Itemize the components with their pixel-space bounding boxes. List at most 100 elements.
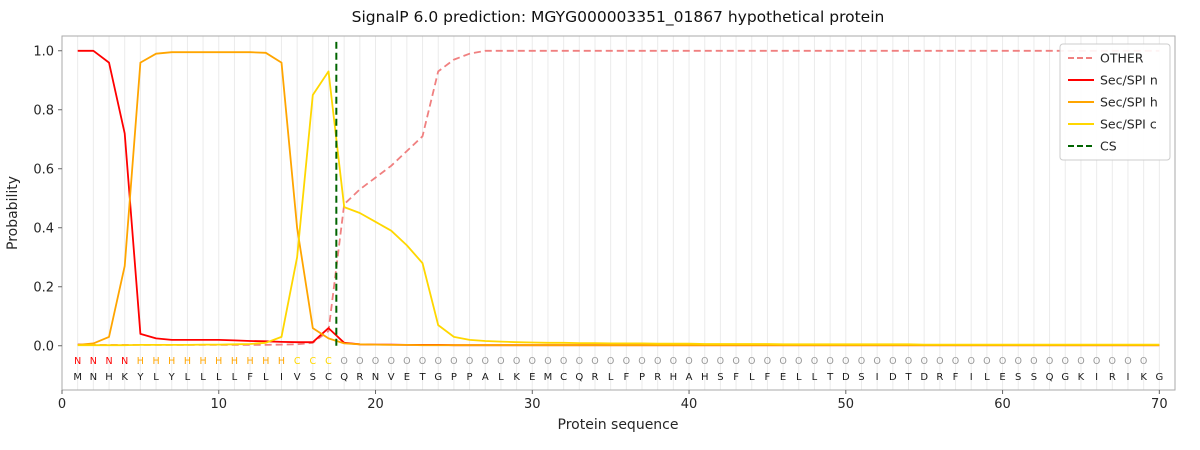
svg-text:O: O	[591, 356, 598, 367]
svg-text:O: O	[560, 356, 567, 367]
legend-entry: Sec/SPI n	[1068, 73, 1158, 88]
svg-text:L: L	[153, 372, 159, 383]
svg-text:S: S	[858, 372, 864, 383]
svg-text:OTHER: OTHER	[1100, 51, 1144, 66]
svg-text:H: H	[152, 356, 159, 367]
svg-text:H: H	[262, 356, 269, 367]
svg-text:O: O	[356, 356, 363, 367]
svg-text:50: 50	[838, 397, 855, 412]
svg-text:L: L	[200, 372, 206, 383]
svg-text:O: O	[732, 356, 739, 367]
svg-text:L: L	[498, 372, 504, 383]
svg-text:O: O	[670, 356, 677, 367]
svg-text:K: K	[1078, 372, 1085, 383]
svg-text:R: R	[654, 372, 661, 383]
svg-text:O: O	[434, 356, 441, 367]
svg-text:Y: Y	[168, 372, 176, 383]
svg-text:V: V	[388, 372, 395, 383]
svg-text:O: O	[905, 356, 912, 367]
svg-text:L: L	[608, 372, 614, 383]
svg-text:C: C	[325, 372, 332, 383]
svg-text:Q: Q	[340, 372, 348, 383]
svg-text:H: H	[200, 356, 207, 367]
svg-text:O: O	[1140, 356, 1147, 367]
svg-text:L: L	[232, 372, 238, 383]
svg-text:E: E	[999, 372, 1005, 383]
svg-text:H: H	[670, 372, 678, 383]
svg-text:O: O	[920, 356, 927, 367]
svg-text:K: K	[513, 372, 520, 383]
svg-text:E: E	[404, 372, 410, 383]
svg-text:O: O	[999, 356, 1006, 367]
svg-text:O: O	[529, 356, 536, 367]
svg-text:C: C	[294, 356, 301, 367]
svg-text:O: O	[513, 356, 520, 367]
svg-text:O: O	[952, 356, 959, 367]
svg-text:0: 0	[58, 397, 66, 412]
svg-text:O: O	[1014, 356, 1021, 367]
svg-text:O: O	[764, 356, 771, 367]
svg-text:P: P	[451, 372, 457, 383]
svg-text:R: R	[936, 372, 943, 383]
svg-text:H: H	[701, 372, 709, 383]
svg-text:G: G	[1061, 372, 1069, 383]
svg-text:O: O	[701, 356, 708, 367]
legend-entry: CS	[1068, 139, 1117, 154]
svg-text:N: N	[90, 372, 97, 383]
svg-text:O: O	[466, 356, 473, 367]
svg-text:H: H	[137, 356, 144, 367]
svg-text:L: L	[984, 372, 990, 383]
svg-text:K: K	[121, 372, 128, 383]
svg-text:70: 70	[1151, 397, 1168, 412]
svg-text:O: O	[889, 356, 896, 367]
svg-text:20: 20	[367, 397, 384, 412]
svg-text:S: S	[1031, 372, 1037, 383]
svg-text:L: L	[185, 372, 191, 383]
svg-text:Y: Y	[136, 372, 144, 383]
svg-text:O: O	[372, 356, 379, 367]
svg-text:R: R	[356, 372, 363, 383]
svg-text:I: I	[876, 372, 879, 383]
svg-text:O: O	[607, 356, 614, 367]
x-axis-ticks: 0 10 20 30 40 50 60 70	[58, 390, 1168, 412]
series-sec-spi-c	[77, 70, 1160, 347]
svg-text:O: O	[544, 356, 551, 367]
svg-text:C: C	[309, 356, 316, 367]
svg-text:I: I	[1126, 372, 1129, 383]
svg-text:O: O	[748, 356, 755, 367]
svg-text:L: L	[749, 372, 755, 383]
svg-text:O: O	[1046, 356, 1053, 367]
svg-text:I: I	[970, 372, 973, 383]
svg-text:0.2: 0.2	[33, 280, 54, 295]
svg-text:F: F	[733, 372, 739, 383]
svg-text:O: O	[1124, 356, 1131, 367]
svg-text:Sec/SPI n: Sec/SPI n	[1100, 73, 1158, 88]
series-other	[77, 49, 1160, 346]
svg-text:A: A	[482, 372, 489, 383]
svg-text:1.0: 1.0	[33, 44, 54, 59]
svg-text:D: D	[842, 372, 850, 383]
svg-text:D: D	[889, 372, 897, 383]
svg-text:L: L	[796, 372, 802, 383]
svg-text:O: O	[576, 356, 583, 367]
svg-text:T: T	[826, 372, 834, 383]
svg-text:O: O	[1109, 356, 1116, 367]
svg-text:0.8: 0.8	[33, 103, 54, 118]
svg-text:O: O	[1093, 356, 1100, 367]
svg-text:T: T	[418, 372, 426, 383]
svg-text:O: O	[403, 356, 410, 367]
svg-text:I: I	[1095, 372, 1098, 383]
svg-text:M: M	[73, 372, 82, 383]
legend: OTHER Sec/SPI n Sec/SPI h Sec/SPI c CS	[1059, 43, 1171, 161]
svg-text:40: 40	[681, 397, 698, 412]
svg-text:H: H	[247, 356, 254, 367]
svg-text:H: H	[168, 356, 175, 367]
svg-text:P: P	[467, 372, 473, 383]
svg-text:H: H	[231, 356, 238, 367]
svg-text:Q: Q	[575, 372, 583, 383]
svg-text:0.4: 0.4	[33, 221, 54, 236]
